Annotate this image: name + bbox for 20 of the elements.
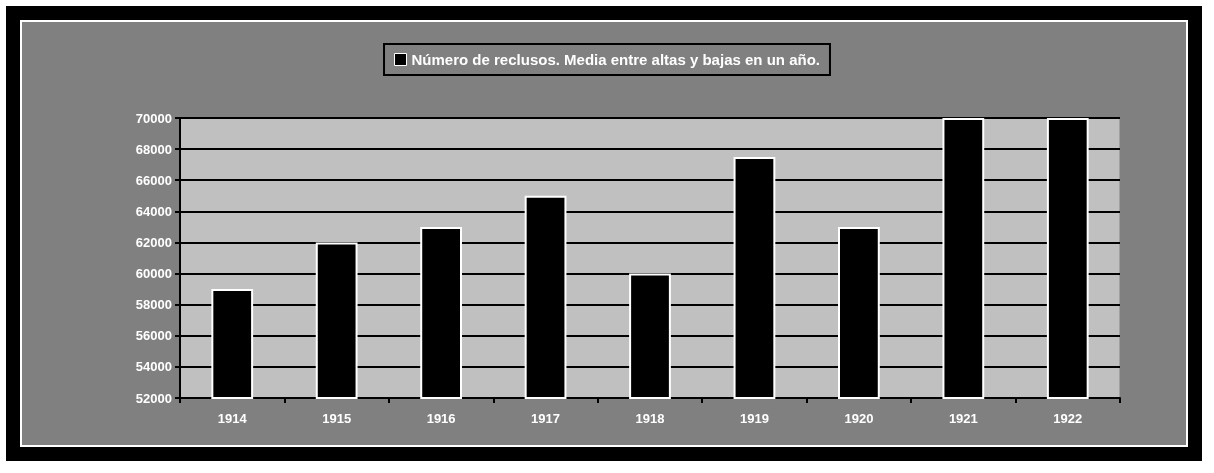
y-tick-label: 58000 bbox=[135, 297, 172, 313]
y-tick-label: 66000 bbox=[135, 172, 172, 188]
x-tick-label: 1920 bbox=[844, 411, 874, 426]
x-tick-label: 1915 bbox=[322, 411, 352, 426]
y-tick-label: 70000 bbox=[135, 110, 172, 126]
y-tick-label: 62000 bbox=[135, 234, 172, 250]
y-tick-label: 68000 bbox=[135, 141, 172, 157]
legend-label: Número de reclusos. Media entre altas y bajas en un año. bbox=[411, 51, 820, 68]
y-tick-label: 54000 bbox=[135, 359, 172, 375]
x-tick-label: 1921 bbox=[948, 411, 978, 426]
x-tick-label: 1922 bbox=[1053, 411, 1083, 426]
x-tick-label: 1917 bbox=[531, 411, 561, 426]
y-tick-label: 64000 bbox=[135, 203, 172, 219]
x-tick-label: 1918 bbox=[635, 411, 665, 426]
y-tick-label: 52000 bbox=[135, 390, 172, 406]
y-tick-label: 60000 bbox=[135, 266, 172, 282]
x-tick-label: 1916 bbox=[426, 411, 456, 426]
x-tick-label: 1919 bbox=[739, 411, 769, 426]
x-tick-label: 1914 bbox=[217, 411, 248, 426]
y-tick-label: 56000 bbox=[135, 328, 172, 344]
